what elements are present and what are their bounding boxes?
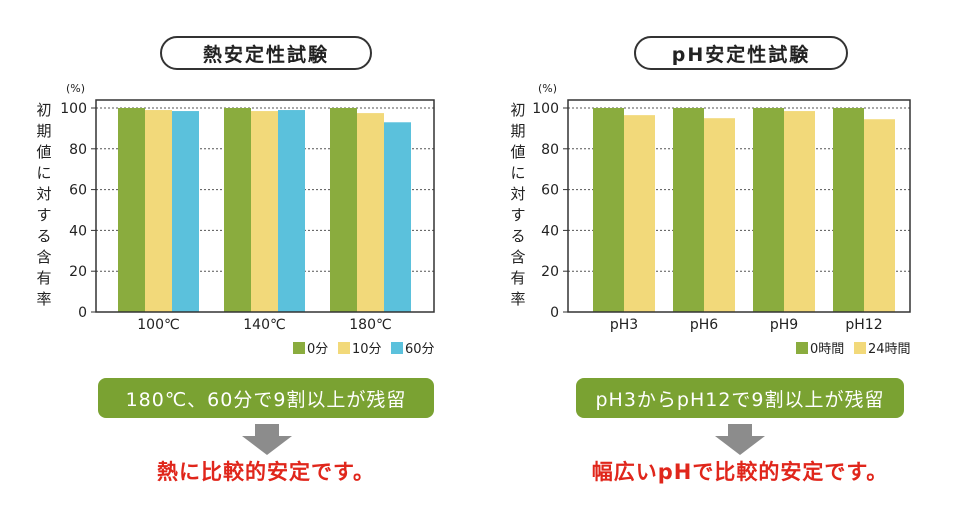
bar [384, 122, 411, 312]
bar [753, 108, 784, 312]
down-arrow-icon [242, 424, 292, 455]
ylabel-char: 期 [36, 122, 51, 140]
bar [784, 111, 815, 312]
ylabel-char: 値 [36, 143, 51, 161]
legend-swatch [338, 342, 350, 354]
category-label: pH9 [770, 317, 798, 333]
legend-swatch [391, 342, 403, 354]
plot-frame [95, 99, 435, 313]
bar [224, 108, 251, 312]
bar [833, 108, 864, 312]
legend-label: 60分 [405, 342, 435, 357]
plot-frame [567, 99, 911, 313]
y-tick-label: 0 [550, 305, 559, 321]
bar [330, 108, 357, 312]
ylabel-char: 率 [510, 290, 525, 308]
down-arrow-icon [715, 424, 765, 455]
y-tick-label: 0 [78, 305, 87, 321]
legend-swatch [293, 342, 305, 354]
ylabel-char: る [510, 227, 525, 245]
ylabel-char: 含 [36, 248, 51, 266]
bar [118, 108, 145, 312]
ylabel-char: に [510, 164, 525, 182]
ylabel-char: 含 [510, 248, 525, 266]
bar [704, 118, 735, 312]
ylabel-char: 率 [36, 290, 51, 308]
ylabel-char: る [36, 227, 51, 245]
category-label: 180℃ [349, 317, 391, 333]
bar [278, 110, 305, 312]
legend-label: 0時間 [810, 342, 844, 357]
y-tick-label: 100 [60, 101, 87, 117]
legend-swatch [854, 342, 866, 354]
bar [593, 108, 624, 312]
y-tick-label: 40 [541, 223, 559, 239]
chart-title: 熱安定性試験 [160, 36, 372, 70]
y-tick-label: 20 [69, 264, 87, 280]
y-tick-label: 80 [69, 142, 87, 158]
summary-banner: pH3からpH12で9割以上が残留 [576, 378, 904, 418]
y-tick-label: 60 [69, 183, 87, 199]
ylabel-char: 有 [510, 269, 525, 287]
category-label: pH12 [845, 317, 882, 333]
bar [624, 115, 655, 312]
category-label: 100℃ [137, 317, 179, 333]
ylabel-char: す [36, 206, 51, 224]
conclusion-text: 熱に比較的安定です。 [157, 460, 375, 484]
category-label: pH3 [610, 317, 638, 333]
chart-title: pH安定性試験 [634, 36, 848, 70]
ph-stability-panel: pH安定性試験 初期値に対する含有率 (%) 0 20 40 60 80 100 pH3 pH6 p… [480, 0, 960, 520]
ylabel-char: に [36, 164, 51, 182]
y-tick-label: 100 [532, 101, 559, 117]
ylabel-char: 値 [510, 143, 525, 161]
category-label: 140℃ [243, 317, 285, 333]
ylabel-char: 対 [36, 185, 51, 203]
y-tick-label: 40 [69, 223, 87, 239]
summary-banner: 180℃、60分で9割以上が残留 [98, 378, 434, 418]
ylabel-char: 有 [36, 269, 51, 287]
ylabel-char: 期 [510, 122, 525, 140]
y-tick-label: 60 [541, 183, 559, 199]
legend-label: 0分 [307, 342, 328, 357]
bar [357, 113, 384, 312]
heat-stability-panel: 熱安定性試験 初期値に対する含有率 (%) 0 20 40 60 80 100 100℃ 140℃… [36, 36, 435, 484]
ylabel-char: す [510, 206, 525, 224]
y-tick-label: 80 [541, 142, 559, 158]
conclusion-text: 幅広いpHで比較的安定です。 [591, 460, 889, 484]
bar [251, 111, 278, 312]
bar [864, 119, 895, 312]
legend-label: 10分 [352, 342, 382, 357]
unit-label: (%) [538, 82, 557, 95]
legend-label: 24時間 [868, 342, 911, 357]
bar [145, 110, 172, 312]
ylabel-char: 初 [510, 101, 525, 119]
bar [673, 108, 704, 312]
category-label: pH6 [690, 317, 718, 333]
ylabel-char: 対 [510, 185, 525, 203]
bar [172, 111, 199, 312]
legend-swatch [796, 342, 808, 354]
ylabel-char: 初 [36, 101, 51, 119]
y-tick-label: 20 [541, 264, 559, 280]
unit-label: (%) [66, 82, 85, 95]
